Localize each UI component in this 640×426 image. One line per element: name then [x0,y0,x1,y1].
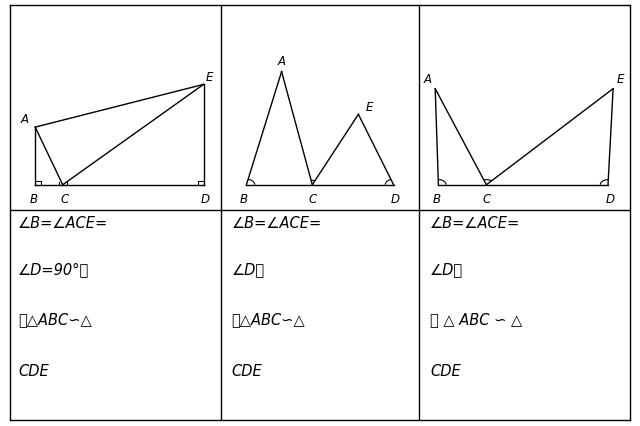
Text: D: D [391,193,400,206]
Text: 则 △ ABC ∽ △: 则 △ ABC ∽ △ [430,311,522,326]
Text: A: A [424,73,431,86]
Text: 则△ABC∽△: 则△ABC∽△ [232,311,305,326]
Text: ∠B=∠ACE=: ∠B=∠ACE= [430,216,520,231]
Text: E: E [206,71,214,83]
Text: C: C [308,193,316,206]
Text: D: D [605,193,614,206]
Text: C: C [61,193,68,206]
Text: ∠B=∠ACE=: ∠B=∠ACE= [18,216,108,231]
Text: ∠D，: ∠D， [430,262,463,277]
Text: A: A [20,113,29,126]
Text: ∠D=90°，: ∠D=90°， [18,262,89,277]
Text: ∠B=∠ACE=: ∠B=∠ACE= [232,216,322,231]
Text: B: B [433,193,440,206]
Text: CDE: CDE [18,363,49,378]
Text: CDE: CDE [232,363,262,378]
Text: 则△ABC∽△: 则△ABC∽△ [18,311,92,326]
Text: B: B [29,193,37,206]
Text: E: E [617,73,625,86]
Text: ∠D，: ∠D， [232,262,265,277]
Text: B: B [239,193,247,206]
Text: A: A [278,55,285,68]
Text: CDE: CDE [430,363,461,378]
Text: D: D [201,193,210,206]
Text: E: E [366,101,374,113]
Text: C: C [483,193,490,206]
